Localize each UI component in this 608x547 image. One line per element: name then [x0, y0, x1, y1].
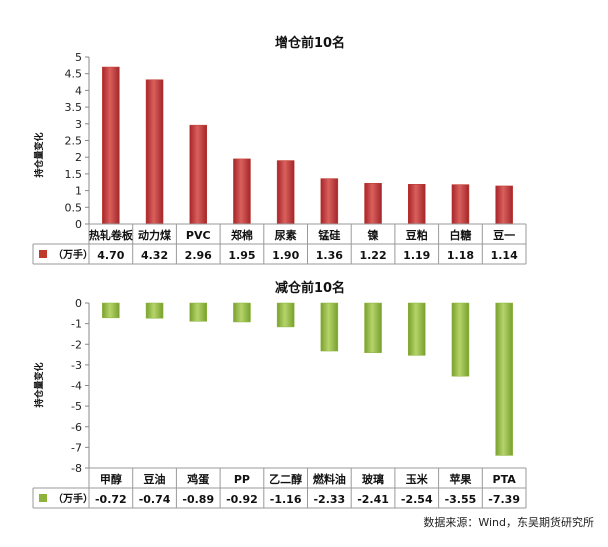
chart2-category-label: 乙二醇: [269, 472, 302, 486]
chart2-category-label: 苹果: [449, 472, 471, 486]
chart1-value-label: 1.18: [447, 249, 474, 262]
chart1-ylabel: 持仓量变化: [33, 132, 45, 177]
chart2-ytick-label: -3: [71, 359, 82, 372]
chart2-bar: [276, 302, 295, 328]
chart2-value-label: -1.16: [270, 493, 302, 506]
chart2-value-label: -0.72: [95, 493, 127, 506]
chart2-ytick-label: -8: [71, 462, 82, 475]
chart2-value-label: -3.55: [445, 493, 477, 506]
chart1-value-label: 1.14: [491, 249, 518, 262]
chart1-ytick-label: 4: [75, 84, 82, 97]
chart1-ytick-label: 3.5: [65, 101, 83, 114]
chart1-value-label: 1.36: [316, 249, 343, 262]
chart1-bar: [408, 184, 426, 225]
chart2-value-label: -0.74: [139, 493, 171, 506]
chart1-value-label: 1.90: [272, 249, 299, 262]
chart1-category-label: PVC: [186, 229, 211, 242]
chart1-ytick-label: 1: [75, 185, 82, 198]
chart2-value-label: -0.89: [182, 493, 214, 506]
chart2-category-label: 玉米: [406, 472, 429, 486]
chart2-category-label: 豆油: [144, 472, 166, 486]
data-source-note: 数据来源：Wind，东吴期货研究所: [423, 516, 594, 529]
chart2-ytick-label: 0: [75, 297, 82, 310]
chart2-bar: [233, 302, 251, 323]
chart2-category-label: 甲醇: [100, 472, 122, 486]
chart2-ytick-label: -2: [71, 338, 82, 351]
chart2-title: 减仓前10名: [275, 280, 345, 296]
chart1-value-label: 1.19: [403, 249, 430, 262]
chart2-bar: [189, 302, 207, 322]
chart1-bar: [145, 79, 164, 225]
chart1-ytick-label: 4.5: [65, 68, 83, 81]
chart2-legend-swatch: [39, 494, 47, 502]
chart1-bar: [364, 183, 382, 225]
chart1-legend-swatch: [39, 250, 47, 258]
chart1-category-label: 郑棉: [231, 228, 253, 242]
chart2-bar: [145, 302, 164, 319]
chart1-category-label: 豆粕: [406, 228, 428, 242]
chart2-category-label: 鸡蛋: [186, 472, 210, 486]
chart1-category-label: 动力煤: [138, 228, 172, 242]
chart1-value-label: 1.22: [359, 249, 386, 262]
chart1-ytick-label: 3: [75, 118, 82, 131]
chart2-ytick-label: -4: [71, 380, 82, 393]
chart2-ylabel: 持仓量变化: [33, 362, 45, 407]
chart1-legend-label: （万手）: [53, 248, 93, 261]
chart2-bar: [451, 302, 470, 377]
chart1-category-label: 尿素: [275, 228, 297, 242]
chart1-ytick-label: 2: [75, 151, 82, 164]
chart1-value-label: 4.32: [141, 249, 168, 262]
chart2-ytick-label: -7: [71, 441, 82, 454]
chart1-bar: [495, 185, 513, 225]
chart2-ytick-label: -6: [71, 421, 82, 434]
chart1-bar: [276, 160, 295, 225]
chart2-category-label: PP: [234, 473, 250, 486]
chart1-category-label: 热轧卷板: [89, 228, 134, 242]
chart1-title: 增仓前10名: [275, 35, 345, 51]
chart2-bar: [320, 302, 339, 352]
chart2-value-label: -2.54: [401, 493, 433, 506]
chart1-bar: [320, 178, 339, 225]
chart2-value-label: -7.39: [488, 493, 520, 506]
chart2-bar: [364, 302, 382, 353]
chart2-ytick-label: -1: [71, 318, 82, 331]
chart2-ytick-label: -5: [71, 400, 82, 413]
chart1-category-label: 白糖: [449, 228, 471, 242]
chart2-bar: [495, 302, 513, 456]
chart2-value-label: -2.33: [313, 493, 345, 506]
chart2-category-label: PTA: [493, 473, 517, 486]
chart1-category-label: 镍: [368, 228, 379, 242]
chart1-ytick-label: 1.5: [65, 168, 83, 181]
chart1-category-label: 锰硅: [318, 228, 340, 242]
chart2-bar: [102, 302, 120, 319]
chart1-ytick-label: 2.5: [65, 135, 83, 148]
chart1-ytick-label: 0.5: [65, 201, 83, 214]
chart1-value-label: 2.96: [185, 249, 212, 262]
chart1-bar: [102, 66, 120, 225]
chart2-legend-label: （万手）: [53, 492, 93, 505]
chart1-value-label: 1.95: [228, 249, 255, 262]
chart2-category-label: 燃料油: [312, 472, 346, 486]
chart1-ytick-label: 5: [75, 51, 82, 64]
chart2-bar: [408, 302, 426, 356]
chart1-bar: [451, 184, 470, 225]
chart2-value-label: -0.92: [226, 493, 258, 506]
chart2-category-label: 玻璃: [362, 472, 384, 486]
chart1-ytick-label: 0: [75, 218, 82, 231]
chart1-bar: [189, 124, 207, 225]
chart1-bar: [233, 158, 251, 225]
chart2-value-label: -2.41: [357, 493, 389, 506]
chart1-value-label: 4.70: [97, 249, 124, 262]
chart1-category-label: 豆一: [493, 229, 515, 242]
